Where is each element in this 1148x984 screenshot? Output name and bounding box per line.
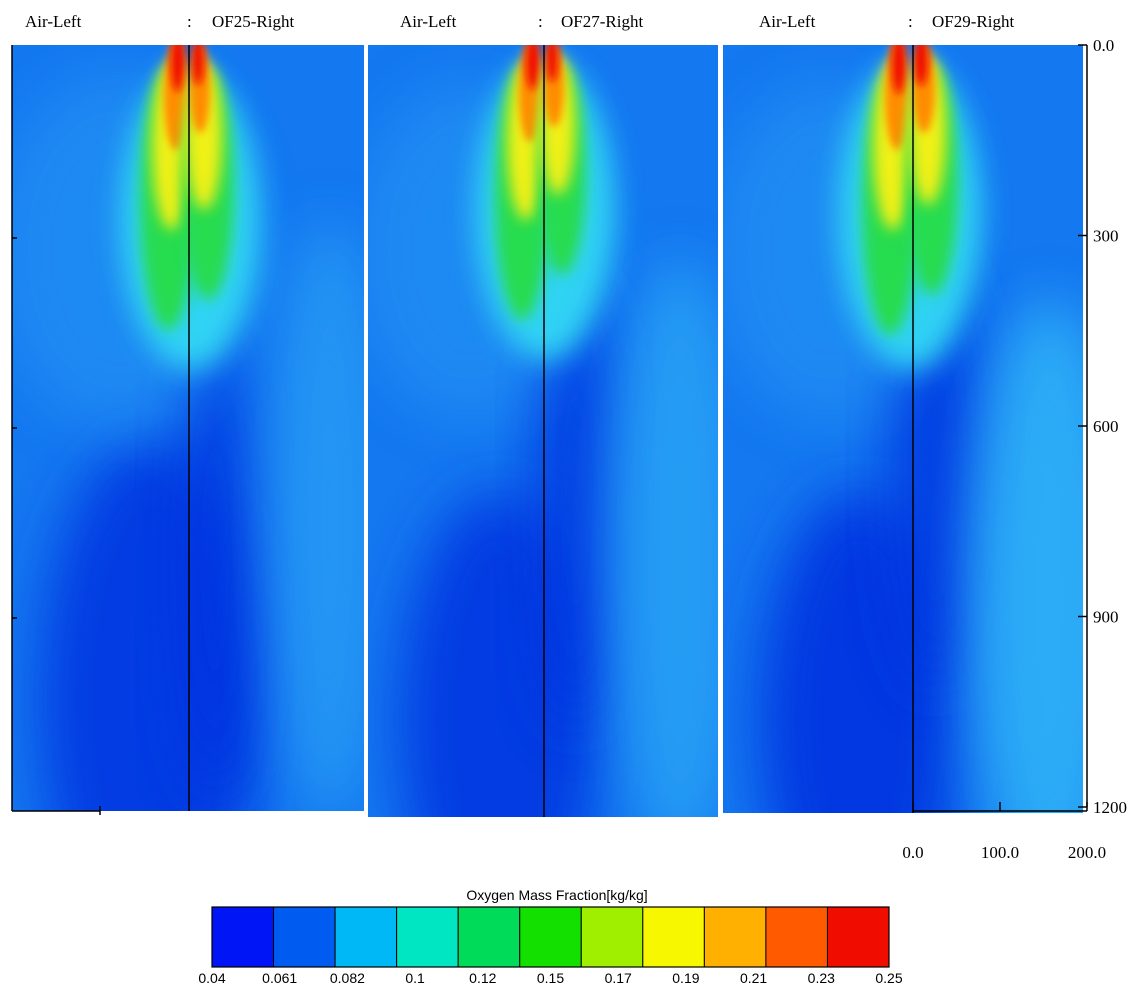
contour-panel-of25 xyxy=(12,45,364,811)
panel-separator: : xyxy=(908,12,913,31)
panel-right-label: OF25-Right xyxy=(212,12,294,31)
colorbar-swatch xyxy=(396,906,459,968)
colorbar-swatch xyxy=(580,906,644,968)
x-tick-label: 100.0 xyxy=(981,843,1019,862)
colorbar-title: Oxygen Mass Fraction[kg/kg] xyxy=(466,887,647,903)
colorbar-swatch xyxy=(642,906,705,968)
y-tick-label: 600 xyxy=(1093,417,1119,436)
panel-separator: : xyxy=(538,12,543,31)
colorbar-swatch xyxy=(703,906,767,968)
contour-panel-of29 xyxy=(723,45,1083,813)
depth-axis: 0.0 300 600 900 1200 xyxy=(1078,36,1127,817)
colorbar-swatch xyxy=(273,906,336,968)
y-tick-label: 0.0 xyxy=(1093,36,1114,55)
colorbar-tick-label: 0.082 xyxy=(330,970,365,984)
colorbar-tick-label: 0.15 xyxy=(537,970,564,984)
colorbar-swatch xyxy=(765,906,828,968)
panel-left-label: Air-Left xyxy=(25,12,82,31)
width-axis: 0.0 100.0 200.0 xyxy=(902,802,1106,862)
colorbar-swatch xyxy=(826,906,890,968)
colorbar-tick-label: 0.17 xyxy=(605,970,632,984)
colorbar-swatch xyxy=(519,906,582,968)
colorbar-swatch xyxy=(457,906,521,968)
contour-panel-of27 xyxy=(368,45,718,817)
colorbar-tick-label: 0.19 xyxy=(672,970,699,984)
panel-right-label: OF29-Right xyxy=(932,12,1014,31)
panel-separator: : xyxy=(187,12,192,31)
colorbar-swatch xyxy=(211,906,275,968)
colorbar: 0.04 0.061 0.082 0.1 0.12 0.15 0.17 0.19 0.21 0.2… xyxy=(198,906,903,984)
x-tick-label: 0.0 xyxy=(902,843,923,862)
panel-left-label: Air-Left xyxy=(400,12,457,31)
colorbar-tick-label: 0.23 xyxy=(808,970,835,984)
y-tick-label: 1200 xyxy=(1093,798,1127,817)
y-tick-label: 300 xyxy=(1093,227,1119,246)
colorbar-tick-label: 0.25 xyxy=(875,970,902,984)
panel-left-label: Air-Left xyxy=(759,12,816,31)
colorbar-tick-label: 0.12 xyxy=(469,970,496,984)
colorbar-swatch xyxy=(334,906,398,968)
colorbar-tick-label: 0.061 xyxy=(262,970,297,984)
panel-right-label: OF27-Right xyxy=(561,12,643,31)
colorbar-tick-label: 0.04 xyxy=(198,970,225,984)
x-tick-label: 200.0 xyxy=(1068,843,1106,862)
y-tick-label: 900 xyxy=(1093,608,1119,627)
colorbar-tick-label: 0.21 xyxy=(740,970,767,984)
colorbar-tick-label: 0.1 xyxy=(405,970,425,984)
